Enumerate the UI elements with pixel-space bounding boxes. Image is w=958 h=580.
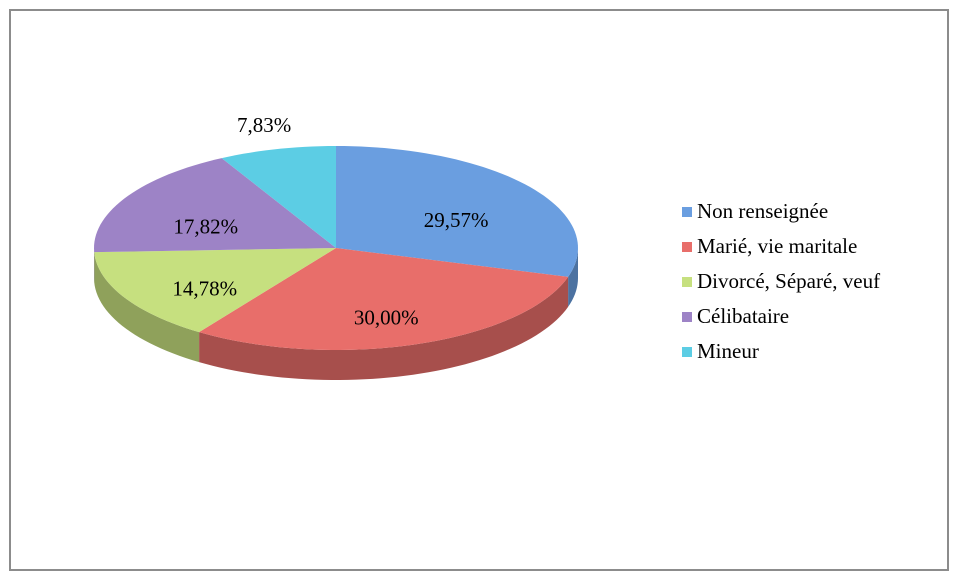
slice [336, 146, 578, 277]
legend-swatch [682, 347, 692, 357]
legend-label: Marié, vie maritale [697, 234, 857, 258]
slice [199, 248, 569, 350]
legend-label: Divorcé, Séparé, veuf [697, 269, 880, 293]
data-label: 17,82% [173, 214, 238, 238]
legend-swatch [682, 277, 692, 287]
legend-swatch [682, 312, 692, 322]
data-label: 7,83% [237, 113, 291, 137]
legend-swatch [682, 242, 692, 252]
legend-label: Mineur [697, 339, 759, 363]
slice-side [94, 252, 200, 363]
slice-side [199, 276, 569, 380]
slice-side [568, 248, 578, 307]
slice [94, 158, 336, 253]
legend-swatch [682, 207, 692, 217]
data-label: 14,78% [172, 276, 237, 300]
slice [94, 248, 336, 333]
data-label: 29,57% [424, 208, 489, 232]
legend-label: Célibataire [697, 304, 789, 328]
slice [221, 146, 336, 248]
legend-label: Non renseignée [697, 199, 828, 223]
data-label: 30,00% [354, 305, 419, 329]
